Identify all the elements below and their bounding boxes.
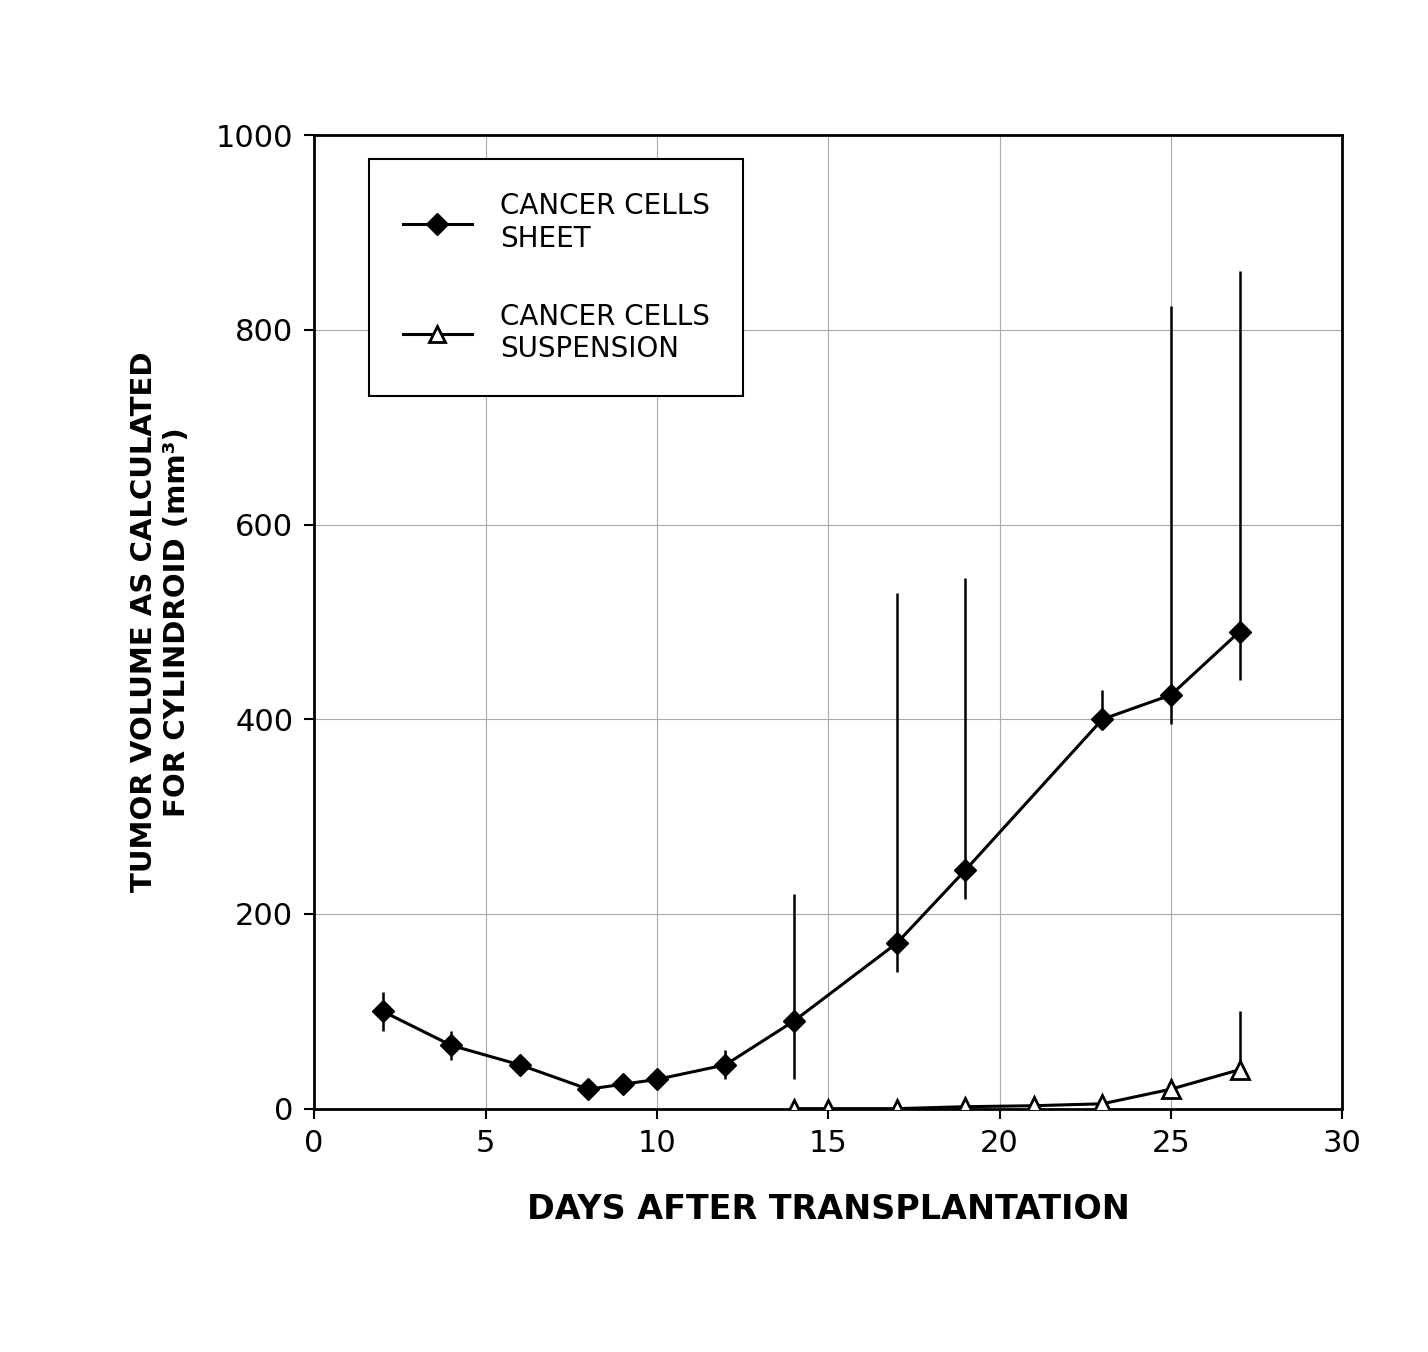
Legend: CANCER CELLS
SHEET, CANCER CELLS
SUSPENSION: CANCER CELLS SHEET, CANCER CELLS SUSPENS… [370, 158, 743, 396]
Y-axis label: TUMOR VOLUME AS CALCULATED
FOR CYLINDROID (mm³): TUMOR VOLUME AS CALCULATED FOR CYLINDROI… [130, 352, 191, 892]
X-axis label: DAYS AFTER TRANSPLANTATION: DAYS AFTER TRANSPLANTATION [527, 1194, 1130, 1226]
